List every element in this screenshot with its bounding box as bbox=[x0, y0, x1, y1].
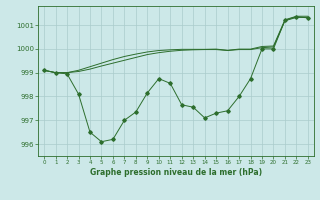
X-axis label: Graphe pression niveau de la mer (hPa): Graphe pression niveau de la mer (hPa) bbox=[90, 168, 262, 177]
